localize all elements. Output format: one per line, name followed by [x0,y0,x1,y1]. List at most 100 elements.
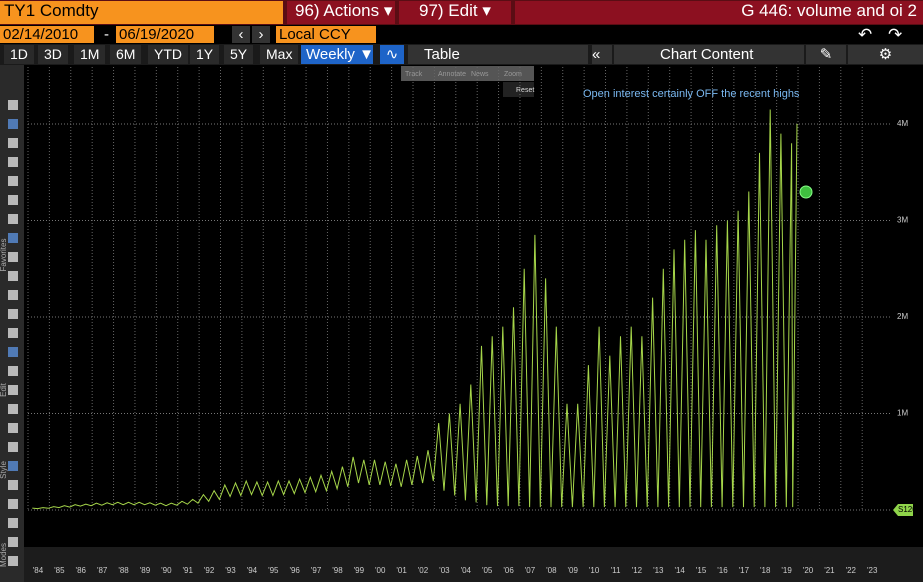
x-axis-strip [24,547,923,582]
x-tick-label: '16 [717,566,728,575]
tool-icon [8,518,18,528]
x-tick-label: '95 [268,566,279,575]
x-tick-label: '10 [589,566,600,575]
tool-icon [8,233,18,243]
x-tick-label: '85 [54,566,65,575]
tool[interactable]: News [471,71,489,78]
prev-button[interactable]: ‹ [232,26,250,43]
tool-icon [8,537,18,547]
range-button[interactable]: 1D [4,45,34,64]
tools-panel [401,66,534,81]
x-tick-label: '89 [140,566,151,575]
sidebar [0,65,24,582]
x-tick-label: '93 [225,566,236,575]
currency[interactable]: Local CCY [276,26,376,43]
tool-icon [8,176,18,186]
start-date[interactable]: 02/14/2010 [0,26,94,43]
x-tick-label: '91 [183,566,194,575]
sidebar-label: Edit [0,382,8,397]
x-tick-label: '20 [803,566,814,575]
x-tick-label: '21 [824,566,835,575]
page-title: G 446: volume and oi 2 [515,1,923,24]
edit-menu[interactable]: 97) Edit ▾ [399,1,511,24]
tool-icon [8,100,18,110]
sidebar-label: Favorites [0,239,8,272]
range-button[interactable]: YTD [148,45,188,64]
tool-icon [8,442,18,452]
next-button[interactable]: › [252,26,270,43]
y-tick-label: 2M [897,312,908,321]
table-button[interactable]: Table [408,45,588,64]
actions-menu[interactable]: 96) Actions ▾ [287,1,395,24]
undo[interactable]: ↶ [858,25,873,44]
tool-icon [8,290,18,300]
sidebar-label: Modes [0,543,8,567]
x-tick-label: '90 [161,566,172,575]
tool-icon [8,138,18,148]
y-tick-label: 1M [897,409,908,418]
chart-icon[interactable]: ∿ [380,45,404,64]
tool-icon [8,423,18,433]
collapse[interactable]: « [592,45,612,64]
tool-icon [8,347,18,357]
range-button[interactable]: 1M [74,45,106,64]
range-button[interactable]: 6M [110,45,142,64]
period[interactable]: Weekly ▼ [301,45,374,64]
x-tick-label: '98 [332,566,343,575]
x-tick-label: '23 [867,566,878,575]
reset-box [503,82,534,97]
x-tick-label: '92 [204,566,215,575]
x-tick-label: '86 [76,566,87,575]
reset[interactable]: Reset [516,87,534,94]
tool-icon [8,480,18,490]
x-tick-label: '04 [461,566,472,575]
oi-line [32,109,798,510]
tool-icon [8,119,18,129]
edit-icon[interactable]: ✎ [806,45,846,64]
range-button[interactable]: 1Y [190,45,220,64]
tool[interactable]: Track [405,71,423,78]
x-tick-label: '97 [311,566,322,575]
sidebar-label: Style [0,461,8,479]
tool-icon [8,499,18,509]
range-bar: 1D 3D 1M 6M YTD 1Y 5Y Max Weekly ▼ ∿ Table « Ch… [0,44,923,65]
tool[interactable]: Zoom [504,71,522,78]
tool-icon [8,271,18,281]
tool-icon [8,366,18,376]
end-date[interactable]: 06/19/2020 [116,26,214,43]
x-tick-label: '15 [696,566,707,575]
tool-icon [8,157,18,167]
date-bar: 02/14/2010 - 06/19/2020 ‹ › Local CCY ↶ … [0,25,923,44]
redo[interactable]: ↷ [888,25,903,44]
x-tick-label: '11 [611,566,621,575]
x-tick-label: '22 [846,566,857,575]
x-tick-label: '08 [546,566,557,575]
tool[interactable]: Annotate [438,71,466,78]
x-tick-label: '96 [289,566,300,575]
range-button[interactable]: 5Y [224,45,254,64]
tool-icon [8,404,18,414]
range-button[interactable]: 3D [38,45,68,64]
x-tick-label: '03 [439,566,450,575]
x-tick-label: '88 [118,566,129,575]
price-tag-box [893,504,913,516]
x-tick-label: '01 [396,566,407,575]
x-tick-label: '19 [781,566,792,575]
x-tick-label: '18 [760,566,771,575]
label: 97) Edit [419,1,478,20]
x-tick-label: '17 [739,566,750,575]
ticker[interactable]: TY1 Comdty [0,1,283,24]
annotation: Open interest certainly OFF the recent h… [583,88,800,100]
x-tick-label: '99 [354,566,365,575]
tool-icon [8,556,18,566]
tool-icon [8,461,18,471]
settings[interactable]: ⚙ [848,45,923,64]
price-tag: S120 [898,505,917,514]
tool-icon [8,309,18,319]
chart-content[interactable]: Chart Content [614,45,804,64]
x-tick-label: '13 [653,566,664,575]
range-button[interactable]: Max [260,45,299,64]
date-dash: - [104,26,109,43]
tool-icon [8,195,18,205]
